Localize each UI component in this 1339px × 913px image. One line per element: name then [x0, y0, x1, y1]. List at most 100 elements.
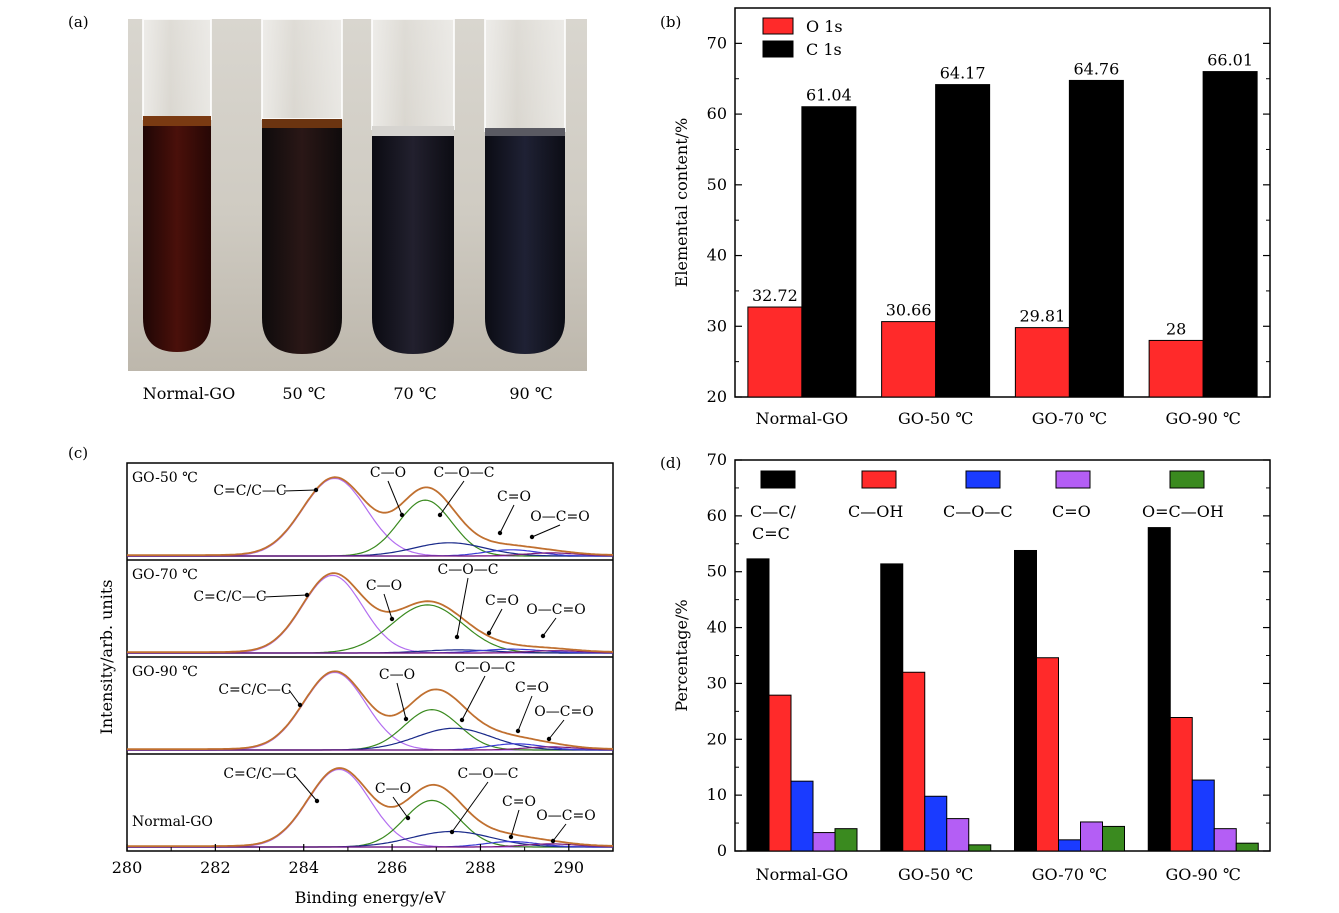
- envelope-curve: [127, 767, 614, 847]
- legend-swatch: [762, 17, 794, 35]
- y-tick-label: 50: [707, 562, 727, 581]
- annotation-arrowhead: [389, 616, 395, 622]
- annotation-arrow: [499, 504, 515, 534]
- x-tick-label: GO-90 ℃: [1166, 409, 1241, 428]
- bar-series-4: [1102, 825, 1125, 852]
- annotation-arrowhead: [529, 534, 535, 540]
- bar-value-label: 32.72: [752, 286, 798, 305]
- x-tick-label: 286: [377, 858, 408, 877]
- subplot-name: GO-70 ℃: [132, 567, 198, 583]
- annotation-arrowhead: [449, 829, 455, 835]
- legend-swatch: [1169, 470, 1205, 489]
- peak-annotation: C=O: [502, 794, 536, 810]
- bar-value-label: 30.66: [886, 301, 932, 320]
- annotation-arrowhead: [486, 630, 492, 636]
- panel-b-label: (b): [660, 13, 681, 31]
- peak-annotation: C=C/C—C: [218, 682, 291, 698]
- annotation-arrowhead: [508, 834, 514, 840]
- annotation-arrowhead: [297, 702, 303, 708]
- peak-annotation: O—C=O: [536, 808, 595, 824]
- y-axis-title: Elemental content/%: [672, 118, 691, 288]
- legend-label: C—O—C: [943, 502, 1013, 521]
- annotation-arrow: [396, 682, 407, 720]
- y-tick-label: 70: [707, 33, 727, 52]
- annotation-arrow: [548, 719, 565, 740]
- legend-swatch: [965, 470, 1001, 489]
- bar-series-3: [946, 818, 970, 852]
- x-tick-label: GO-70 ℃: [1032, 865, 1107, 884]
- peak-annotation: O—C=O: [526, 602, 585, 618]
- bar-value-label: 61.04: [806, 86, 852, 105]
- tube-label-70c: 70 ℃: [393, 384, 436, 403]
- peak-annotation: O—C=O: [534, 704, 593, 720]
- component-peak-4: [127, 746, 613, 751]
- annotation-arrow: [531, 524, 561, 538]
- envelope-curve: [127, 572, 613, 653]
- bar-c1s: [935, 84, 991, 398]
- peak-annotation: O—C=O: [530, 509, 589, 525]
- bar-series-0: [880, 563, 904, 852]
- bar-series-3: [1080, 821, 1103, 852]
- component-peak-4: [127, 552, 613, 557]
- annotation-arrowhead: [515, 728, 521, 734]
- bar-series-4: [1235, 842, 1259, 852]
- chart-d-percentage: 0 10 20 30 40 50 60 70 Normal-GO GO-50 ℃ GO-70 ℃ GO…: [672, 450, 1271, 884]
- legend-label: O 1s: [806, 17, 843, 36]
- annotation-arrowhead: [546, 736, 552, 742]
- x-tick-label: Normal-GO: [756, 409, 848, 428]
- bar-o1s: [747, 306, 803, 398]
- x-axis-title: Binding energy/eV: [295, 888, 446, 907]
- y-tick-label: 70: [707, 450, 727, 469]
- panel-a: (a) Normal-GO 50 ℃ 70 ℃ 90 ℃: [68, 13, 587, 403]
- bar-series-3: [812, 832, 836, 852]
- x-tick-label: GO-50 ℃: [898, 409, 973, 428]
- annotation-arrow: [263, 594, 308, 598]
- panel-a-label: (a): [68, 13, 89, 31]
- bar-series-1: [902, 671, 926, 852]
- annotation-arrow: [283, 489, 317, 492]
- test-tube-normal-go: [142, 18, 212, 352]
- legend-swatch: [760, 470, 796, 489]
- annotation-arrow: [439, 480, 465, 516]
- test-tube-50c: [261, 18, 343, 354]
- annotation-arrowhead: [304, 592, 310, 598]
- legend-swatch: [1055, 470, 1091, 489]
- annotation-arrow: [451, 781, 489, 833]
- bar-series-4: [968, 844, 992, 852]
- annotation-arrowhead: [454, 634, 460, 640]
- annotation-arrow: [461, 675, 486, 721]
- bar-value-label: 64.76: [1073, 59, 1119, 78]
- bar-series-0: [746, 558, 770, 852]
- y-tick-label: 30: [707, 316, 727, 335]
- annotation-arrowhead: [437, 512, 443, 518]
- x-tick-label: 284: [288, 858, 319, 877]
- peak-annotation: C=O: [515, 680, 549, 696]
- bar-value-label: 28: [1166, 319, 1186, 338]
- peak-annotation: C—O—C: [458, 766, 519, 782]
- bar-o1s: [1014, 327, 1070, 398]
- bar-series-2: [790, 780, 814, 852]
- annotation-arrowhead: [403, 716, 409, 722]
- x-tick-label: GO-70 ℃: [1032, 409, 1107, 428]
- bar-c1s: [801, 106, 857, 398]
- peak-annotation: C—O: [375, 781, 411, 797]
- chart-b-frame: [734, 7, 1271, 398]
- bar-value-label: 29.81: [1019, 307, 1065, 326]
- peak-annotation: C=C/C—C: [223, 766, 296, 782]
- annotation-arrowhead: [497, 530, 503, 536]
- legend-label: O=C—OH: [1142, 502, 1224, 521]
- bar-series-1: [1036, 657, 1059, 852]
- y-tick-label: 40: [707, 246, 727, 265]
- bar-series-4: [834, 828, 858, 852]
- peak-annotation: C—O: [366, 578, 402, 594]
- y-tick-label: 40: [707, 618, 727, 637]
- y-tick-label: 50: [707, 175, 727, 194]
- envelope-curve: [127, 670, 614, 750]
- panel-d-label: (d): [660, 454, 681, 472]
- annotation-arrow: [293, 773, 318, 802]
- legend-label: C 1s: [806, 40, 842, 59]
- bar-value-label: 64.17: [940, 64, 986, 83]
- y-tick-label: 30: [707, 673, 727, 692]
- chart-b-elemental-content: 20 30 40 50 60 70 Normal-GO 32.72 61.04 GO-50 ℃ 30…: [672, 7, 1271, 428]
- bar-c1s: [1068, 79, 1124, 398]
